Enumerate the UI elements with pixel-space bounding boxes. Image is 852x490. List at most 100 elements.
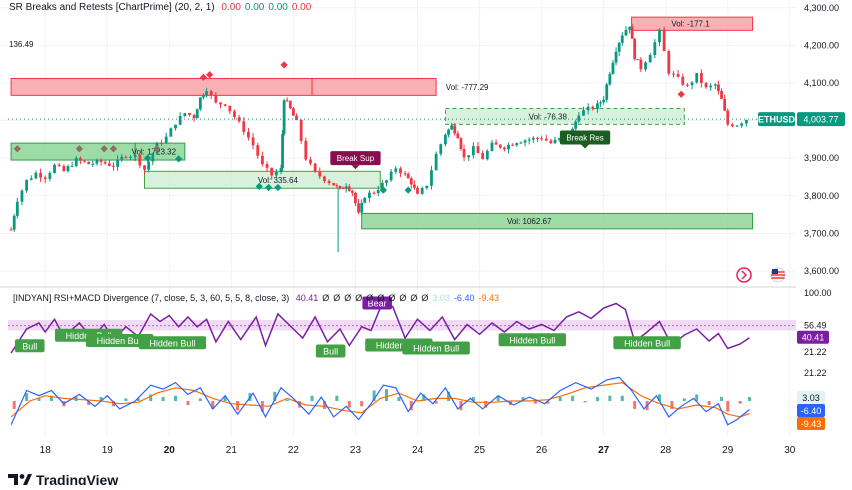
macd-histogram-bar — [99, 397, 103, 402]
candle — [160, 139, 163, 147]
candle — [713, 83, 717, 90]
legend-value: Ø — [421, 293, 428, 303]
price-tick-label: 4,200.00 — [804, 40, 839, 50]
candle — [363, 196, 367, 204]
price-tick-label: 3,900.00 — [804, 153, 839, 163]
rsi-tick-label: 21.22 — [804, 347, 827, 357]
rsi-tick-label: 100.00 — [804, 288, 832, 298]
macd-histogram-bar — [186, 401, 190, 405]
divergence-label: Bull — [315, 344, 346, 358]
candle — [279, 164, 283, 175]
oscillator-legend[interactable]: [INDYAN] RSI+MACD Divergence (7, close, … — [13, 293, 499, 303]
candle — [299, 119, 303, 144]
candle — [527, 137, 531, 145]
candle — [288, 100, 292, 110]
divergence-label-text: Hidden Bull — [149, 338, 195, 348]
macd-panel — [10, 376, 751, 426]
macd-histogram-bar — [657, 394, 661, 402]
macd-histogram-bar — [484, 401, 488, 408]
candle — [544, 134, 548, 141]
zone-volume-label: Vol: 1062.67 — [507, 217, 552, 226]
candle — [540, 135, 544, 141]
legend-value: Ø — [333, 293, 340, 303]
time-axis: 18 19 20 21 22 23 24 25 26 27 28 29 30 — [40, 445, 796, 456]
macd-histogram-bar — [397, 397, 401, 402]
candle — [12, 213, 16, 232]
candle — [87, 161, 91, 165]
candle — [270, 167, 274, 180]
rsi-tick-label: 56.49 — [804, 321, 827, 331]
zone-support — [10, 142, 136, 161]
candle — [602, 96, 606, 105]
retest-diamond-brown — [100, 145, 108, 153]
candle — [83, 160, 86, 163]
divergence-label-text: Hidden Bull — [376, 341, 422, 351]
candle — [639, 57, 643, 73]
time-tick-label: 30 — [784, 445, 796, 456]
retest-diamond-brown — [75, 145, 83, 153]
candle — [453, 123, 457, 136]
candle — [256, 142, 260, 159]
candle — [582, 106, 585, 116]
candle — [447, 128, 450, 138]
zone-resistance — [10, 77, 313, 96]
candle — [354, 191, 357, 207]
time-tick-label: 20 — [164, 445, 176, 456]
symbol-price-tag[interactable]: ETHUSD 4,003.77 — [758, 112, 845, 127]
legend-value: 0.00 — [292, 2, 312, 13]
time-tick-label: 28 — [660, 445, 672, 456]
zone-support — [361, 212, 754, 230]
candle — [198, 96, 202, 112]
tradingview-logo[interactable]: TradingView — [8, 472, 118, 488]
candle — [20, 189, 24, 206]
candle — [557, 137, 561, 142]
candle — [549, 138, 553, 145]
candle — [735, 124, 739, 127]
macd-histogram-bar — [285, 399, 289, 402]
candle — [507, 142, 510, 154]
divergence-label: Hidden Bull — [85, 334, 154, 347]
candle — [313, 162, 317, 174]
alert-icon[interactable] — [736, 267, 752, 283]
macd-histogram-bar — [608, 395, 612, 402]
price-tick-label: 3,800.00 — [804, 191, 839, 201]
tradingview-mark-icon — [8, 474, 18, 485]
candle — [120, 153, 124, 162]
candle — [347, 184, 351, 192]
candle — [536, 136, 539, 142]
macd-histogram-bar — [583, 401, 587, 403]
candle — [169, 127, 173, 137]
candle — [726, 108, 730, 127]
candle — [498, 144, 502, 150]
breakout-diamond-red — [677, 90, 685, 98]
candle — [519, 141, 523, 144]
price-tick-label: 4,300.00 — [804, 3, 839, 13]
macd-histogram-bar — [347, 401, 351, 408]
main-indicator-legend[interactable]: SR Breaks and Retests [ChartPrime] (20, … — [9, 2, 312, 13]
breakout-diamond-red — [280, 61, 288, 69]
macd-histogram-bar — [198, 398, 202, 402]
candle — [15, 197, 19, 219]
candle — [91, 160, 95, 167]
candle — [740, 122, 744, 128]
macd-histogram-bar — [633, 401, 637, 409]
macd-histogram-bar — [747, 397, 751, 402]
macd-histogram-bar — [211, 401, 215, 409]
macd-line — [10, 376, 750, 426]
candle — [57, 162, 61, 167]
candle — [731, 122, 734, 128]
divergence-label-text: Bull — [22, 341, 37, 351]
macd-histogram-bar — [447, 391, 451, 402]
zone-volume-label: Vol: 335.64 — [258, 176, 299, 185]
last-price: 4,003.77 — [803, 115, 838, 125]
macd-histogram-bar — [136, 398, 140, 402]
divergence-label: Hidden Bull — [613, 336, 681, 350]
candle — [138, 153, 142, 169]
candle — [25, 179, 29, 193]
time-tick-label: 19 — [102, 445, 114, 456]
macd-histogram-bar — [434, 401, 438, 404]
macd-histogram-bar — [310, 395, 314, 402]
macd-histogram-bar — [322, 401, 326, 409]
